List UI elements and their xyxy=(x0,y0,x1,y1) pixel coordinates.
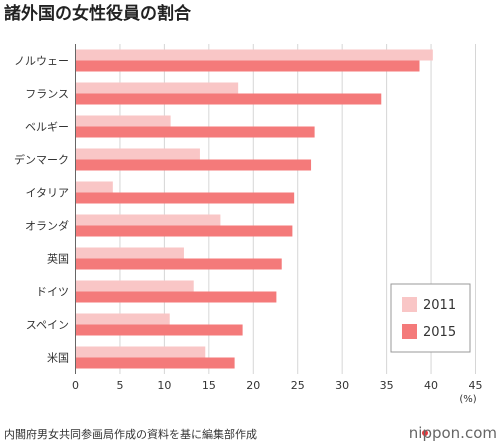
source-note: 内閣府男女共同参画局作成の資料を基に編集部作成 xyxy=(4,427,257,441)
bar-2015 xyxy=(75,159,312,171)
x-unit-label: (%) xyxy=(459,394,476,405)
chart-bars xyxy=(75,49,433,369)
bar-2015 xyxy=(75,324,243,336)
bar-2011 xyxy=(75,346,206,358)
bar-2011 xyxy=(75,313,170,325)
x-tick-labels: 0 5 10 15 20 25 30 35 40 45 xyxy=(72,379,483,392)
bar-2011 xyxy=(75,247,184,259)
legend-label-2011: 2011 xyxy=(423,298,456,313)
bar-2015 xyxy=(75,225,293,237)
bar-2011 xyxy=(75,148,200,160)
brand-logo: nippon.com xyxy=(409,424,497,442)
bar-2011 xyxy=(75,214,221,226)
bar-2015 xyxy=(75,258,282,270)
brand-name: nippon.com xyxy=(409,424,497,442)
x-tick-label: 0 xyxy=(72,379,79,392)
x-tick-label: 25 xyxy=(291,379,305,392)
bar-2011 xyxy=(75,280,194,292)
category-label: フランス xyxy=(25,88,69,101)
bar-2015 xyxy=(75,60,420,72)
category-label: ドイツ xyxy=(36,286,69,299)
bar-2015 xyxy=(75,192,295,204)
bar-2015 xyxy=(75,357,235,369)
legend-label-2015: 2015 xyxy=(423,325,456,340)
x-tick-label: 35 xyxy=(380,379,394,392)
legend-box xyxy=(390,283,471,353)
category-label: ベルギー xyxy=(25,121,69,134)
category-label: ノルウェー xyxy=(14,55,69,68)
x-tick-label: 5 xyxy=(116,379,123,392)
category-label: スペイン xyxy=(26,319,69,332)
bar-2011 xyxy=(75,49,433,61)
category-label: 米国 xyxy=(47,352,69,365)
category-label: 英国 xyxy=(47,252,69,266)
bar-2011 xyxy=(75,115,171,127)
x-tick-label: 45 xyxy=(469,379,483,392)
bar-2015 xyxy=(75,93,382,105)
category-label: デンマーク xyxy=(14,153,69,167)
brand-dot-icon xyxy=(422,430,428,436)
x-tick-label: 40 xyxy=(424,379,438,392)
legend-swatch-2015 xyxy=(402,324,417,339)
chart-title: 諸外国の女性役員の割合 xyxy=(4,3,192,24)
x-tick-label: 20 xyxy=(246,379,260,392)
bar-2011 xyxy=(75,181,113,193)
x-tick-label: 30 xyxy=(335,379,349,392)
legend: 2011 2015 xyxy=(390,283,471,353)
bar-2015 xyxy=(75,291,277,303)
category-label: イタリア xyxy=(25,187,69,200)
legend-swatch-2011 xyxy=(402,297,417,312)
bar-2015 xyxy=(75,126,315,138)
x-tick-label: 10 xyxy=(157,379,171,392)
bar-2011 xyxy=(75,82,239,94)
x-tick-label: 15 xyxy=(202,379,216,392)
category-label: オランダ xyxy=(25,219,69,233)
